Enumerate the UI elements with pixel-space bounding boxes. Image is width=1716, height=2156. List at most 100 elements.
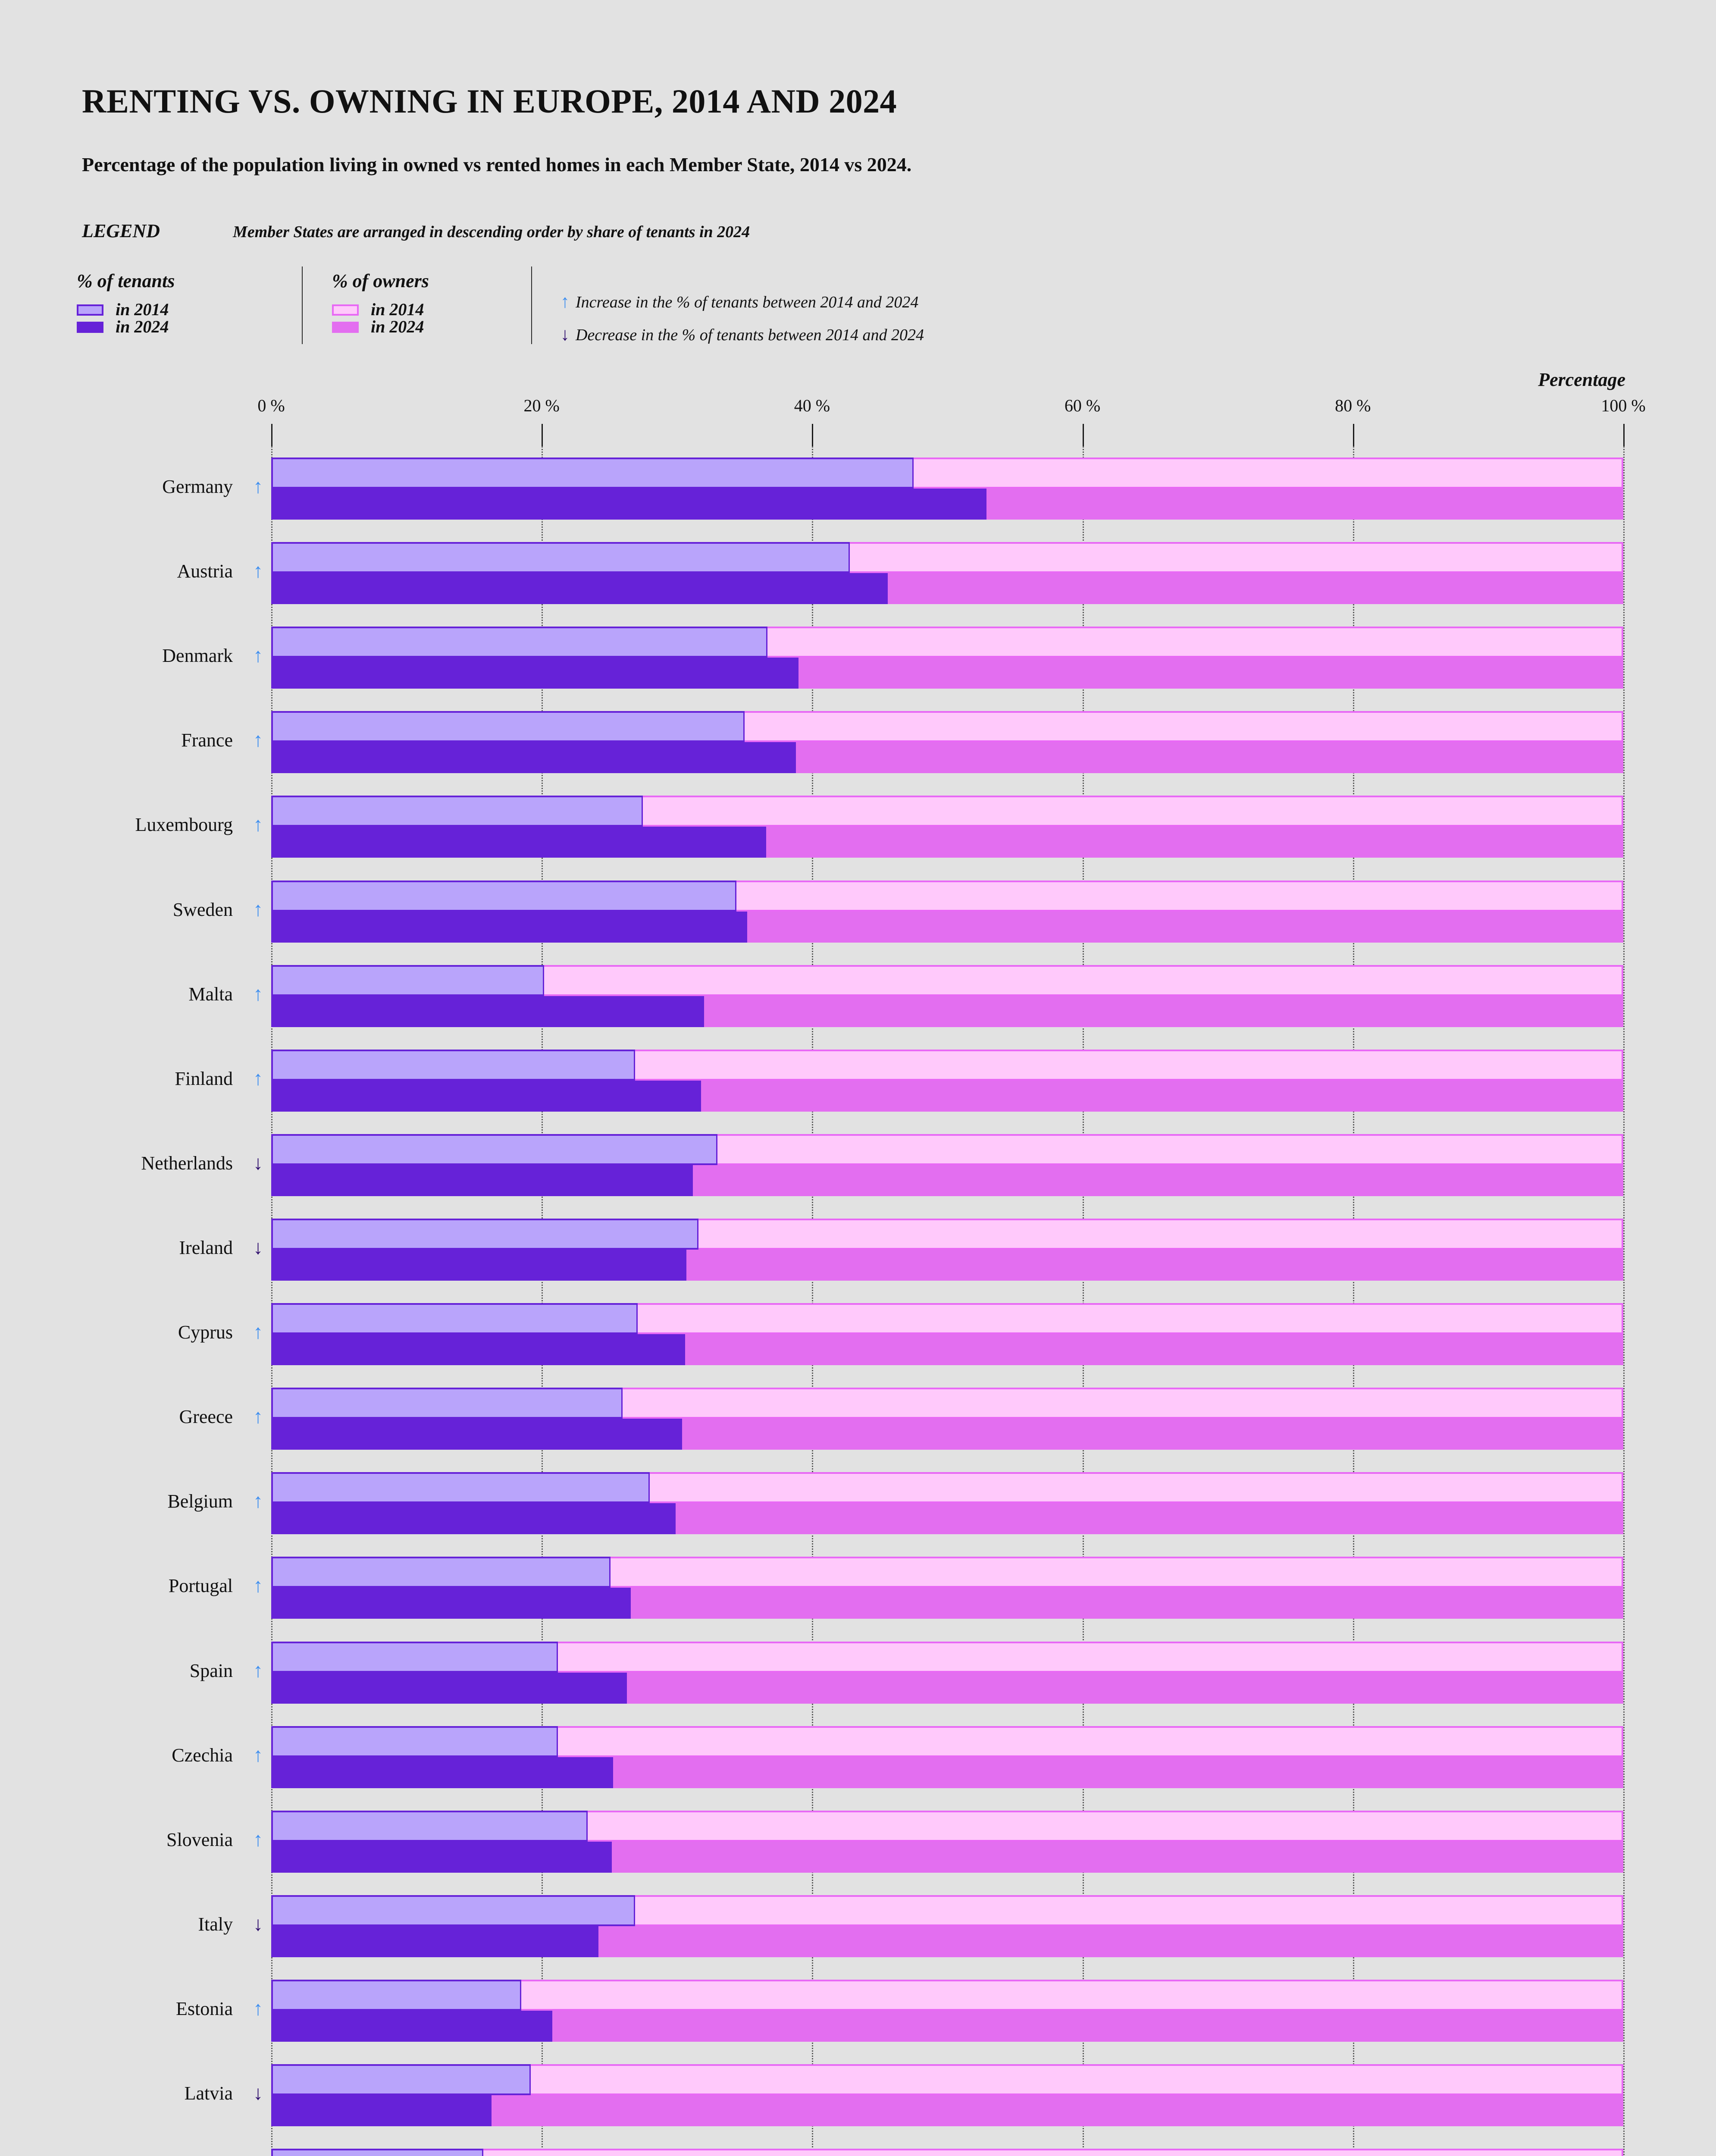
trend-arrow-up-icon: ↑ xyxy=(253,560,263,582)
chart-row[interactable]: Finland ↑ xyxy=(175,1038,1623,1123)
bar-2024[interactable] xyxy=(271,1250,1623,1281)
chart-row[interactable]: Estonia ↑ xyxy=(176,1968,1623,2053)
chart-row[interactable]: Greece ↑ xyxy=(179,1376,1623,1461)
axis-tick xyxy=(1353,424,1354,446)
bar-2014[interactable] xyxy=(271,880,1623,912)
segment-owners-2024 xyxy=(704,996,1623,1027)
trend-arrow-up-icon: ↑ xyxy=(253,982,263,1005)
legend-increase-row: ↑ Increase in the % of tenants between 20… xyxy=(561,291,918,312)
chart-row[interactable]: Spain ↑ xyxy=(190,1630,1623,1715)
segment-owners-2024 xyxy=(693,1165,1623,1196)
segment-tenants-2014 xyxy=(271,2149,484,2156)
bar-2014[interactable] xyxy=(271,796,1623,827)
bar-2014[interactable] xyxy=(271,1219,1623,1250)
segment-owners-2014 xyxy=(557,1641,1623,1673)
bar-2014[interactable] xyxy=(271,711,1623,743)
chart-row[interactable]: Sweden ↑ xyxy=(173,869,1623,954)
bar-2014[interactable] xyxy=(271,542,1623,573)
segment-owners-2024 xyxy=(626,1672,1623,1704)
bar-2024[interactable] xyxy=(271,827,1623,858)
bar-2014[interactable] xyxy=(271,1980,1623,2011)
bar-2014[interactable] xyxy=(271,1726,1623,1757)
gridline xyxy=(271,446,272,2156)
bar-2024[interactable] xyxy=(271,1165,1623,1196)
segment-tenants-2024 xyxy=(271,1757,614,1788)
bar-2014[interactable] xyxy=(271,1049,1623,1081)
chart-row[interactable]: Slovenia ↑ xyxy=(166,1799,1623,1884)
segment-tenants-2014 xyxy=(271,1388,623,1419)
bar-2024[interactable] xyxy=(271,1503,1623,1535)
chart-row[interactable]: Austria ↑ xyxy=(177,531,1623,615)
bar-2024[interactable] xyxy=(271,573,1623,605)
bar-2024[interactable] xyxy=(271,996,1623,1027)
chart-row[interactable]: Ireland ↓ xyxy=(179,1207,1623,1292)
segment-tenants-2014 xyxy=(271,627,767,658)
legend-divider xyxy=(302,266,303,344)
bar-2014[interactable] xyxy=(271,1472,1623,1504)
chart-row[interactable]: Denmark ↑ xyxy=(162,615,1623,700)
segment-owners-2024 xyxy=(631,1588,1623,1619)
country-label: Cyprus xyxy=(178,1322,233,1343)
bar-2024[interactable] xyxy=(271,1926,1623,1957)
segment-tenants-2024 xyxy=(271,996,704,1027)
segment-owners-2014 xyxy=(698,1219,1623,1250)
axis-tick-label: 80 % xyxy=(1335,396,1371,415)
trend-arrow-down-icon: ↓ xyxy=(253,1912,263,1935)
bar-2014[interactable] xyxy=(271,1388,1623,1419)
axis-tick-label: 40 % xyxy=(794,396,830,415)
segment-owners-2014 xyxy=(623,1388,1623,1419)
country-label: Germany xyxy=(162,476,233,498)
segment-tenants-2024 xyxy=(271,1080,701,1112)
chart-row[interactable]: Italy ↓ xyxy=(198,1884,1623,1968)
bar-2024[interactable] xyxy=(271,1757,1623,1788)
chart-row[interactable]: Czechia ↑ xyxy=(172,1715,1623,1799)
segment-tenants-2014 xyxy=(271,1980,522,2011)
bar-2024[interactable] xyxy=(271,658,1623,689)
chart-row[interactable]: Germany ↑ xyxy=(162,446,1623,531)
bar-2014[interactable] xyxy=(271,1134,1623,1165)
segment-tenants-2014 xyxy=(271,965,545,996)
bar-2024[interactable] xyxy=(271,742,1623,774)
bar-2014[interactable] xyxy=(271,458,1623,489)
bar-2024[interactable] xyxy=(271,1841,1623,1873)
bar-2014[interactable] xyxy=(271,2149,1623,2156)
country-label: Malta xyxy=(188,983,233,1005)
trend-arrow-up-icon: ↑ xyxy=(253,1828,263,1850)
segment-owners-2024 xyxy=(795,742,1623,774)
chart-row[interactable]: Cyprus ↑ xyxy=(178,1292,1623,1376)
segment-owners-2014 xyxy=(736,880,1623,912)
bar-2014[interactable] xyxy=(271,1641,1623,1673)
bar-2024[interactable] xyxy=(271,1672,1623,1704)
gridline xyxy=(1623,446,1625,2156)
legend-ordering-note: Member States are arranged in descending… xyxy=(233,223,750,241)
bar-2024[interactable] xyxy=(271,911,1623,943)
bar-2024[interactable] xyxy=(271,1419,1623,1450)
chart-row[interactable]: Belgium ↑ xyxy=(167,1461,1623,1545)
chart-row[interactable]: Luxembourg ↑ xyxy=(135,784,1623,869)
segment-owners-2024 xyxy=(675,1503,1623,1535)
bar-2014[interactable] xyxy=(271,2064,1623,2096)
bar-2014[interactable] xyxy=(271,1895,1623,1926)
chart-row[interactable]: Bulgaria↓ xyxy=(271,2137,1623,2156)
segment-owners-2014 xyxy=(767,627,1623,658)
chart-row[interactable]: Netherlands ↓ xyxy=(141,1123,1623,1207)
bar-2024[interactable] xyxy=(271,2011,1623,2042)
bar-2024[interactable] xyxy=(271,1080,1623,1112)
chart-row[interactable]: Portugal ↑ xyxy=(169,1545,1623,1630)
chart-row[interactable]: Latvia ↓ xyxy=(185,2053,1623,2137)
bar-2024[interactable] xyxy=(271,1334,1623,1366)
plot-area: 0 %0 %20 %20 %40 %40 %60 %60 %80 %80 %10… xyxy=(135,396,1646,2156)
chart-row[interactable]: France ↑ xyxy=(181,700,1623,784)
bar-2014[interactable] xyxy=(271,1557,1623,1588)
segment-owners-2014 xyxy=(587,1810,1623,1842)
legend-divider xyxy=(531,266,532,344)
bar-2024[interactable] xyxy=(271,1588,1623,1619)
bar-2014[interactable] xyxy=(271,1303,1623,1335)
bar-2014[interactable] xyxy=(271,965,1623,996)
bar-2014[interactable] xyxy=(271,1810,1623,1842)
bar-2014[interactable] xyxy=(271,627,1623,658)
bar-2024[interactable] xyxy=(271,489,1623,520)
bar-2024[interactable] xyxy=(271,2095,1623,2127)
chart-row[interactable]: Malta ↑ xyxy=(188,954,1623,1038)
legend-swatch-tenants-2024 xyxy=(77,322,103,333)
